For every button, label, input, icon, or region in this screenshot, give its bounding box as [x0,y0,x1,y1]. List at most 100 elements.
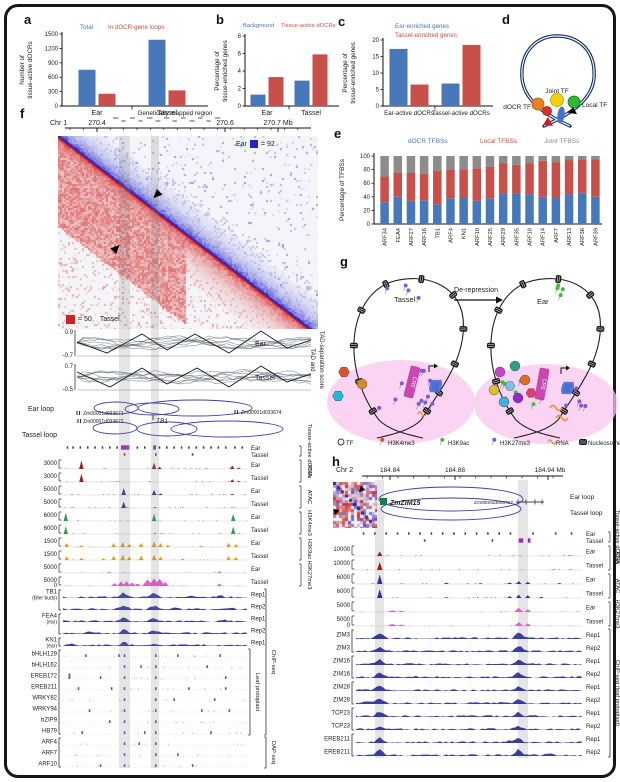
signal-noise [553,569,555,570]
track-right-label: Tassel [586,564,603,570]
docr-tick [441,532,444,535]
panel-letter-a: a [24,12,32,27]
tad-score-line [76,370,312,384]
sparse-noise [241,743,243,745]
signal-noise [120,507,122,508]
stack-FEA4 [393,172,403,197]
nucleosome [505,407,514,415]
tassel-loop-label: Tassel loop [570,510,603,517]
signal-noise [544,583,546,584]
signal-noise [146,585,148,586]
legend-entry: Joint TFBSs [544,138,580,145]
nucleosome-stripe [496,307,502,311]
signal-noise [472,597,474,598]
track-right-label: Rep1 [251,641,266,647]
loop-arc [136,421,198,437]
sparse-dot [140,665,142,668]
nucleosome-stripe [520,281,524,288]
stack-ARF27 [406,156,416,173]
sparse-noise [75,688,77,690]
track-right-label: Rep1 [586,711,601,717]
nucleosome-stripe [507,410,513,414]
tad-score-line [76,373,312,381]
docr-tick [136,446,139,449]
tad-side-label: TAD and [309,348,315,371]
panel-letter-b: b [216,12,224,27]
bracket-label: ChIP-seq [270,650,276,674]
nucleosome-disk [586,291,595,299]
stack-KN1 [459,169,468,198]
sparse-noise [162,666,165,668]
nucleosome-stripe [452,361,459,365]
f-tad-tracks: 0.9 -0.7 Ear 0.7 -0.5 Tassel TAD and TAD-separa… [63,330,324,393]
x-category-label: ARF27 [409,228,415,246]
stack-ARF16 [419,200,429,224]
signal-noise [422,583,424,584]
stack-ARF29 [498,156,508,164]
tad-separation-line [76,330,312,354]
tad-side-label: TAD-separation score [318,331,324,390]
tad-tissue-label: Ear [255,341,267,348]
sparse-dot [155,654,157,657]
mark-pin-head [399,381,404,386]
sparse-noise [80,743,82,745]
signal-noise [501,569,503,570]
signal-noise [149,481,151,482]
group-label: RNA [306,465,312,477]
sparse-dot [177,654,179,657]
bar-Ear-1 [98,93,116,106]
left-bracket [58,649,61,735]
tassel-loop-label: Tassel loop [22,432,57,439]
sparse-dot [99,676,102,679]
track-right-label: Rep2 [586,724,601,730]
track-name: ZIM3 [336,646,350,652]
signal-noise [134,494,136,495]
signal-noise [171,468,173,469]
rna-legend-icon [547,439,557,445]
nucleosome-stripe [522,281,526,287]
sparse-dot [123,742,126,745]
signal-noise [513,555,515,556]
track-scale: 5000 [44,500,58,506]
track-right-label: Ear [586,606,595,612]
y-tick-label: 1200 [45,46,59,52]
sparse-dot [173,698,175,701]
gene-glyph [234,410,239,414]
group-label: Tissue-active dOCRs [614,510,620,565]
nucleosome-stripe [451,363,458,367]
category-label: Tassel-active dOCRs [432,110,490,117]
docr-tick [430,532,433,535]
gene-body [557,106,565,124]
stack-ARF18 [525,194,534,224]
bar-Tassel-1 [168,90,186,106]
nucleosome [586,291,595,299]
y-axis-label: Number of [19,55,26,85]
mark-pin-head [579,403,584,408]
scale-bracket [58,563,62,573]
legend-entry: Local TFBSs [480,138,518,145]
sparse-noise [155,754,157,756]
nucleosome [486,342,495,349]
sparse-dot [123,676,126,679]
bar-Tassel-active dOCRs-0 [441,83,460,106]
signal-noise [477,569,479,570]
sparse-dot [201,709,203,712]
sparse-noise [204,688,206,690]
stack-ARF7 [551,197,561,224]
signal-peaks [63,501,247,508]
bracket-label: DAP-seq [270,741,276,764]
docr-tick [210,446,212,449]
tassel-loop-title: Tassel [394,295,416,304]
g-legend-label: Nucleosome [588,441,620,447]
coord-label: 270.7 Mb [263,120,292,127]
signal-noise [88,546,90,547]
category-label: Ear-active dOCRs [384,110,434,117]
signal-noise [184,520,186,521]
sparse-dot [155,731,157,734]
coord-label: 270.6 [216,120,234,127]
sparse-dot [99,764,102,767]
stack-ARF7 [551,162,561,198]
signal-noise [157,494,159,495]
bracket-line [248,648,251,736]
tf-circle [494,366,506,378]
